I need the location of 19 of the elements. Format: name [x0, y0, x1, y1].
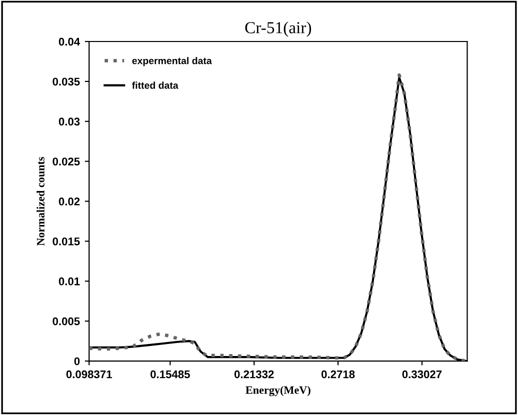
y-axis-title: Normalized counts — [36, 156, 44, 246]
x-tick-label: 0.098371 — [66, 370, 112, 378]
y-tick-label: 0.035 — [52, 78, 80, 86]
chart-title: Cr-51(air) — [245, 22, 312, 37]
x-axis-title: Energy(MeV) — [246, 386, 310, 396]
x-tick-label: 0.2718 — [321, 370, 355, 378]
legend-label: fitted data — [132, 82, 178, 89]
y-tick-label: 0.02 — [58, 198, 80, 206]
legend-label: expermental data — [132, 57, 212, 66]
y-tick-label: 0.005 — [52, 317, 80, 326]
x-tick-label: 0.21332 — [234, 370, 274, 378]
y-tick-label: 0.015 — [52, 237, 80, 246]
y-tick-label: 0.03 — [58, 118, 80, 126]
y-tick-label: 0.025 — [52, 158, 80, 166]
x-tick-label: 0.15485 — [150, 370, 190, 378]
x-tick-label: 0.33027 — [402, 370, 442, 378]
y-tick-label: 0.04 — [58, 38, 80, 46]
y-tick-label: 0.01 — [58, 277, 80, 286]
y-tick-label: 0 — [74, 357, 80, 366]
